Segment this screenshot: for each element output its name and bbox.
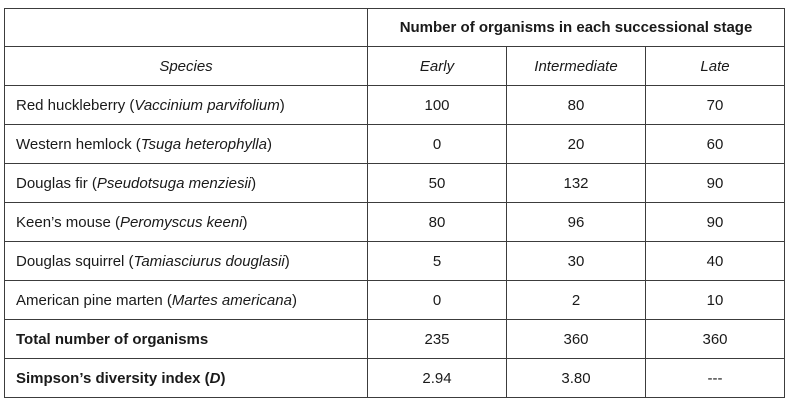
column-header-row: Species Early Intermediate Late <box>4 46 785 86</box>
table-row: Western hemlock (Tsuga heterophylla) 0 2… <box>4 124 785 164</box>
group-header: Number of organisms in each successional… <box>367 8 785 47</box>
count-early: 50 <box>367 163 507 203</box>
succession-table: Number of organisms in each successional… <box>4 8 785 398</box>
simpson-label-close: ) <box>220 369 226 387</box>
species-cell: Red huckleberry (Vaccinium parvifolium) <box>4 85 368 125</box>
close-paren: ) <box>242 213 248 231</box>
scientific-name: Tsuga heterophylla <box>140 135 267 153</box>
common-name: Douglas squirrel ( <box>16 252 134 270</box>
total-early: 235 <box>367 319 507 359</box>
table-row: American pine marten (Martes americana) … <box>4 280 785 320</box>
scientific-name: Tamiasciurus douglasii <box>133 252 285 270</box>
scientific-name: Pseudotsuga menziesii <box>96 174 252 192</box>
simpson-early: 2.94 <box>367 358 507 398</box>
common-name: Douglas fir ( <box>16 174 97 192</box>
close-paren: ) <box>251 174 257 192</box>
total-late: 360 <box>645 319 785 359</box>
species-cell: Western hemlock (Tsuga heterophylla) <box>4 124 368 164</box>
scientific-name: Martes americana <box>171 291 292 309</box>
stage-header-intermediate: Intermediate <box>506 46 646 86</box>
empty-corner-cell <box>4 8 368 47</box>
simpson-row: Simpson’s diversity index (D) 2.94 3.80 … <box>4 358 785 398</box>
simpson-symbol: D <box>209 369 221 387</box>
count-intermediate: 20 <box>506 124 646 164</box>
species-cell: Douglas fir (Pseudotsuga menziesii) <box>4 163 368 203</box>
scientific-name: Peromyscus keeni <box>119 213 243 231</box>
count-intermediate: 80 <box>506 85 646 125</box>
species-cell: Keen’s mouse (Peromyscus keeni) <box>4 202 368 242</box>
species-cell: Douglas squirrel (Tamiasciurus douglasii… <box>4 241 368 281</box>
count-intermediate: 30 <box>506 241 646 281</box>
close-paren: ) <box>279 96 285 114</box>
simpson-label: Simpson’s diversity index (D) <box>4 358 368 398</box>
common-name: Keen’s mouse ( <box>16 213 120 231</box>
count-late: 90 <box>645 202 785 242</box>
stage-header-early: Early <box>367 46 507 86</box>
close-paren: ) <box>266 135 272 153</box>
group-header-row: Number of organisms in each successional… <box>4 8 785 47</box>
count-early: 100 <box>367 85 507 125</box>
table-row: Douglas squirrel (Tamiasciurus douglasii… <box>4 241 785 281</box>
simpson-label-text: Simpson’s diversity index ( <box>16 369 210 387</box>
common-name: Red huckleberry ( <box>16 96 135 114</box>
count-late: 70 <box>645 85 785 125</box>
close-paren: ) <box>291 291 297 309</box>
count-early: 80 <box>367 202 507 242</box>
stage-header-late: Late <box>645 46 785 86</box>
close-paren: ) <box>284 252 290 270</box>
count-late: 90 <box>645 163 785 203</box>
count-early: 0 <box>367 124 507 164</box>
count-late: 10 <box>645 280 785 320</box>
count-early: 5 <box>367 241 507 281</box>
scientific-name: Vaccinium parvifolium <box>134 96 280 114</box>
common-name: Western hemlock ( <box>16 135 141 153</box>
total-intermediate: 360 <box>506 319 646 359</box>
table-row: Douglas fir (Pseudotsuga menziesii) 50 1… <box>4 163 785 203</box>
simpson-intermediate: 3.80 <box>506 358 646 398</box>
table-row: Red huckleberry (Vaccinium parvifolium) … <box>4 85 785 125</box>
count-early: 0 <box>367 280 507 320</box>
count-late: 60 <box>645 124 785 164</box>
common-name: American pine marten ( <box>16 291 172 309</box>
count-intermediate: 96 <box>506 202 646 242</box>
table-row: Keen’s mouse (Peromyscus keeni) 80 96 90 <box>4 202 785 242</box>
count-intermediate: 2 <box>506 280 646 320</box>
species-header: Species <box>4 46 368 86</box>
total-row: Total number of organisms 235 360 360 <box>4 319 785 359</box>
count-late: 40 <box>645 241 785 281</box>
count-intermediate: 132 <box>506 163 646 203</box>
species-cell: American pine marten (Martes americana) <box>4 280 368 320</box>
total-label: Total number of organisms <box>4 319 368 359</box>
simpson-late: --- <box>645 358 785 398</box>
